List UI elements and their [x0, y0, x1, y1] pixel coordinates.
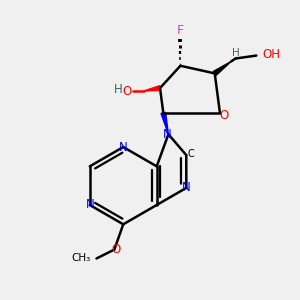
Text: H: H [232, 48, 239, 58]
Text: O: O [111, 243, 120, 256]
Text: N: N [119, 140, 128, 154]
Polygon shape [161, 112, 168, 134]
Text: O: O [220, 109, 229, 122]
Text: OH: OH [262, 48, 280, 61]
Text: H: H [114, 83, 123, 96]
Text: N: N [85, 199, 94, 212]
Text: CH₃: CH₃ [71, 254, 91, 263]
Text: C: C [188, 148, 194, 159]
Text: F: F [177, 24, 184, 37]
Text: N: N [182, 182, 191, 194]
Text: O: O [122, 85, 132, 98]
Text: N: N [163, 128, 171, 141]
Polygon shape [213, 61, 231, 75]
Polygon shape [144, 86, 160, 91]
